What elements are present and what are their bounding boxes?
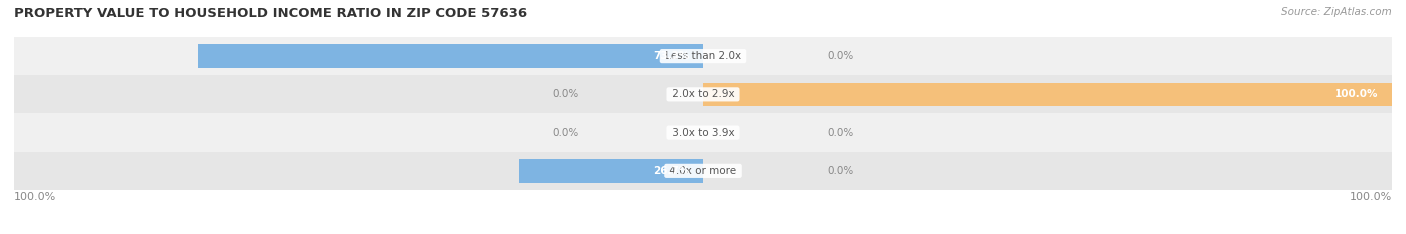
Bar (14, 152, 1392, 190)
Text: 100.0%: 100.0% (1350, 192, 1392, 202)
Text: Less than 2.0x: Less than 2.0x (662, 51, 744, 61)
Bar (519, 159, 703, 183)
Text: Source: ZipAtlas.com: Source: ZipAtlas.com (1281, 7, 1392, 17)
Text: 0.0%: 0.0% (553, 128, 579, 138)
Text: 0.0%: 0.0% (827, 128, 853, 138)
Text: 100.0%: 100.0% (1334, 89, 1378, 99)
Text: 2.0x to 2.9x: 2.0x to 2.9x (669, 89, 737, 99)
Bar (198, 44, 703, 68)
Text: 0.0%: 0.0% (827, 51, 853, 61)
Bar (703, 83, 1392, 106)
Text: 100.0%: 100.0% (14, 192, 56, 202)
Bar (14, 37, 1392, 75)
Text: 26.7%: 26.7% (652, 166, 689, 176)
Text: 3.0x to 3.9x: 3.0x to 3.9x (669, 128, 737, 138)
Bar (14, 113, 1392, 152)
Text: 73.3%: 73.3% (652, 51, 689, 61)
Text: 0.0%: 0.0% (553, 89, 579, 99)
Text: 4.0x or more: 4.0x or more (666, 166, 740, 176)
Bar (14, 75, 1392, 113)
Text: PROPERTY VALUE TO HOUSEHOLD INCOME RATIO IN ZIP CODE 57636: PROPERTY VALUE TO HOUSEHOLD INCOME RATIO… (14, 7, 527, 20)
Text: 0.0%: 0.0% (827, 166, 853, 176)
